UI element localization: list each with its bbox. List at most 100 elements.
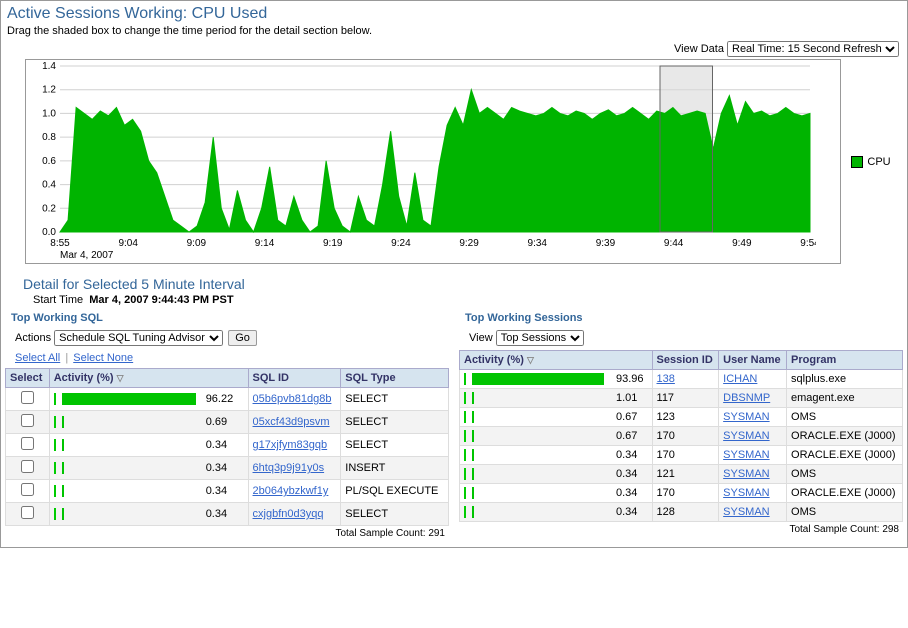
- activity-cell: 0.67: [464, 411, 648, 423]
- sqltype-value: SELECT: [341, 434, 449, 457]
- username-link[interactable]: SYSMAN: [723, 430, 769, 442]
- activity-cell: 96.22: [54, 393, 244, 405]
- username-link[interactable]: ICHAN: [723, 373, 757, 385]
- svg-text:0.8: 0.8: [42, 132, 56, 143]
- activity-value: 0.34: [206, 485, 227, 497]
- svg-text:8:55: 8:55: [50, 238, 70, 249]
- activity-cell: 0.34: [464, 506, 648, 518]
- svg-text:9:24: 9:24: [391, 238, 411, 249]
- page-title: Active Sessions Working: CPU Used: [1, 1, 907, 23]
- sqltype-value: INSERT: [341, 457, 449, 480]
- actions-select[interactable]: Schedule SQL Tuning Advisor: [54, 330, 223, 346]
- row-checkbox[interactable]: [21, 391, 34, 404]
- activity-value: 0.34: [206, 439, 227, 451]
- sqlid-link[interactable]: g17xjfym83gqb: [253, 439, 328, 451]
- sessionid-value: 170: [657, 430, 675, 442]
- svg-text:1.0: 1.0: [42, 108, 56, 119]
- sessionid-value: 170: [657, 487, 675, 499]
- table-row: 0.67 123 SYSMAN OMS: [460, 408, 903, 427]
- col-program[interactable]: Program: [787, 351, 903, 370]
- view-data-select[interactable]: Real Time: 15 Second Refresh: [727, 41, 899, 57]
- activity-value: 1.01: [616, 392, 637, 404]
- table-row: 0.34 2b064ybzkwf1y PL/SQL EXECUTE: [6, 480, 449, 503]
- row-checkbox[interactable]: [21, 460, 34, 473]
- svg-text:9:34: 9:34: [528, 238, 548, 249]
- select-all-link[interactable]: Select All: [15, 352, 60, 364]
- select-none-link[interactable]: Select None: [73, 352, 133, 364]
- activity-cell: 1.01: [464, 392, 648, 404]
- activity-cell: 0.34: [464, 468, 648, 480]
- program-value: emagent.exe: [787, 389, 903, 408]
- table-row: 0.34 g17xjfym83gqb SELECT: [6, 434, 449, 457]
- svg-text:1.4: 1.4: [42, 61, 56, 72]
- sessionid-value: 128: [657, 506, 675, 518]
- program-value: ORACLE.EXE (J000): [787, 427, 903, 446]
- activity-value: 93.96: [616, 373, 644, 385]
- sqlid-link[interactable]: 2b064ybzkwf1y: [253, 485, 329, 497]
- sqlid-link[interactable]: 6htq3p9j91y0s: [253, 462, 325, 474]
- table-row: 0.34 6htq3p9j91y0s INSERT: [6, 457, 449, 480]
- program-value: OMS: [787, 408, 903, 427]
- row-checkbox[interactable]: [21, 437, 34, 450]
- detail-title: Detail for Selected 5 Minute Interval: [1, 270, 907, 292]
- start-time-label: Start Time: [33, 294, 83, 306]
- sessions-chart[interactable]: 0.00.20.40.60.81.01.21.4 8:559:049:099:1…: [25, 59, 841, 264]
- row-checkbox[interactable]: [21, 506, 34, 519]
- actions-label: Actions: [15, 332, 51, 344]
- activity-value: 0.34: [616, 506, 637, 518]
- sqlid-link[interactable]: 05xcf43d9psvm: [253, 416, 330, 428]
- sqlid-link[interactable]: 05b6pvb81dg8b: [253, 393, 332, 405]
- activity-value: 0.34: [616, 449, 637, 461]
- col-select[interactable]: Select: [6, 369, 50, 388]
- top-sessions-title: Top Working Sessions: [459, 312, 903, 328]
- col-sid[interactable]: Session ID: [652, 351, 719, 370]
- go-button[interactable]: Go: [228, 330, 257, 346]
- view-select[interactable]: Top Sessions: [496, 330, 584, 346]
- sqltype-value: SELECT: [341, 388, 449, 411]
- table-row: 0.34 170 SYSMAN ORACLE.EXE (J000): [460, 484, 903, 503]
- activity-cell: 0.67: [464, 430, 648, 442]
- table-row: 0.34 cxjgbfn0d3yqq SELECT: [6, 503, 449, 526]
- activity-value: 0.69: [206, 416, 227, 428]
- activity-cell: 0.34: [464, 449, 648, 461]
- activity-cell: 0.34: [54, 485, 244, 497]
- sqlid-link[interactable]: cxjgbfn0d3yqq: [253, 508, 324, 520]
- chart-legend: CPU: [841, 59, 901, 264]
- start-time-value: Mar 4, 2007 9:44:43 PM PST: [89, 294, 233, 306]
- username-link[interactable]: SYSMAN: [723, 468, 769, 480]
- username-link[interactable]: SYSMAN: [723, 487, 769, 499]
- activity-value: 96.22: [206, 393, 234, 405]
- sessionid-value: 123: [657, 411, 675, 423]
- row-checkbox[interactable]: [21, 483, 34, 496]
- legend-label: CPU: [867, 156, 890, 168]
- activity-cell: 0.34: [54, 462, 244, 474]
- row-checkbox[interactable]: [21, 414, 34, 427]
- svg-text:9:49: 9:49: [732, 238, 752, 249]
- col-activity[interactable]: Activity (%) ▽: [49, 369, 248, 388]
- col-activity-s[interactable]: Activity (%) ▽: [460, 351, 653, 370]
- table-row: 93.96 138 ICHAN sqlplus.exe: [460, 370, 903, 389]
- sessionid-link[interactable]: 138: [657, 373, 675, 385]
- activity-cell: 0.34: [464, 487, 648, 499]
- svg-text:9:09: 9:09: [187, 238, 207, 249]
- username-link[interactable]: SYSMAN: [723, 411, 769, 423]
- username-link[interactable]: SYSMAN: [723, 506, 769, 518]
- program-value: OMS: [787, 465, 903, 484]
- activity-cell: 93.96: [464, 373, 648, 385]
- sessionid-value: 117: [657, 392, 675, 404]
- col-user[interactable]: User Name: [719, 351, 787, 370]
- col-sqltype[interactable]: SQL Type: [341, 369, 449, 388]
- table-row: 0.34 170 SYSMAN ORACLE.EXE (J000): [460, 446, 903, 465]
- username-link[interactable]: SYSMAN: [723, 449, 769, 461]
- program-value: ORACLE.EXE (J000): [787, 446, 903, 465]
- sessions-table: Activity (%) ▽ Session ID User Name Prog…: [459, 350, 903, 522]
- col-sqlid[interactable]: SQL ID: [248, 369, 341, 388]
- activity-cell: 0.34: [54, 508, 244, 520]
- username-link[interactable]: DBSNMP: [723, 392, 770, 404]
- svg-text:9:44: 9:44: [664, 238, 684, 249]
- sql-footer-value: 291: [428, 528, 445, 539]
- sql-table: Select Activity (%) ▽ SQL ID SQL Type 96…: [5, 368, 449, 526]
- svg-text:1.2: 1.2: [42, 85, 56, 96]
- table-row: 0.34 128 SYSMAN OMS: [460, 503, 903, 522]
- program-value: sqlplus.exe: [787, 370, 903, 389]
